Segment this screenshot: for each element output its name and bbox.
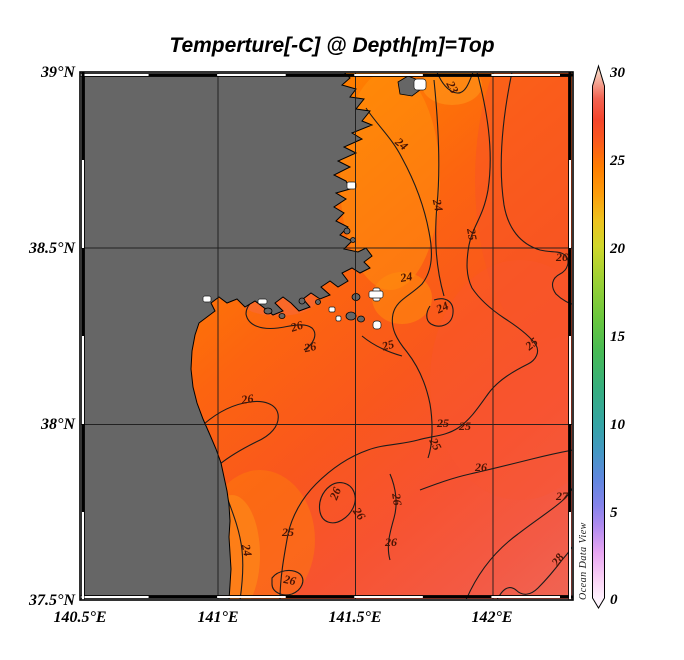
contour-label: 24 <box>433 298 451 316</box>
y-tick-37.5N: 37.5°N <box>28 592 76 609</box>
contour-label: 26 <box>384 535 397 549</box>
colorbar: 30 25 20 15 10 5 0 Ocean Data View <box>578 64 626 609</box>
contour-label: 25 <box>379 337 395 354</box>
x-tick-141E: 141°E <box>197 609 238 626</box>
y-tick-39N: 39°N <box>40 64 76 81</box>
contour-label: 24 <box>398 269 413 285</box>
contour-label: 26 <box>474 460 487 474</box>
contour-label: 25 <box>281 525 294 539</box>
latlon-grid <box>81 73 572 599</box>
colorbar-tick-5: 5 <box>610 505 618 521</box>
contour-label: 26 <box>288 318 305 335</box>
contour-label: 25 <box>458 419 471 433</box>
colorbar-gradient-bar <box>592 64 605 609</box>
colorbar-tick-0: 0 <box>610 592 618 608</box>
y-axis-labels: 39°N 38.5°N 38°N 37.5°N <box>28 64 76 609</box>
contour-label: 26 <box>389 492 405 507</box>
x-tick-141.5E: 141.5°E <box>328 609 381 626</box>
contour-label: 24 <box>430 197 446 213</box>
contour-label: 26 <box>240 391 255 407</box>
no-data-patches <box>202 78 427 330</box>
contour-label: 25 <box>464 226 480 241</box>
map-frame <box>79 71 574 601</box>
contour-label: 26 <box>282 572 298 588</box>
contour-label: 24 <box>239 542 255 558</box>
colorbar-tick-10: 10 <box>610 417 626 433</box>
colorbar-tick-15: 15 <box>610 329 626 345</box>
colorbar-tick-30: 30 <box>609 65 626 81</box>
contour-label: 26 <box>326 485 344 502</box>
land-mass <box>81 73 374 599</box>
contour-label: 25 <box>426 435 444 453</box>
map-plot-area: 23 24 24 25 24 24 26 26 26 25 25 26 25 2… <box>81 73 572 599</box>
y-tick-38N: 38°N <box>40 416 76 433</box>
contour-label: 23 <box>443 78 461 96</box>
contour-label: 27 <box>555 489 569 503</box>
x-axis-labels: 140.5°E 141°E 141.5°E 142°E <box>53 609 512 626</box>
contour-label: 25 <box>436 416 449 430</box>
x-tick-142E: 142°E <box>471 609 512 626</box>
colorbar-tick-20: 20 <box>609 241 626 257</box>
contour-label: 26 <box>555 250 568 264</box>
odv-watermark: Ocean Data View <box>578 522 589 600</box>
colorbar-tick-25: 25 <box>609 153 626 169</box>
contour-label: 26 <box>302 339 318 355</box>
islands <box>263 75 421 323</box>
y-tick-38.5N: 38.5°N <box>28 240 76 257</box>
x-tick-140.5E: 140.5°E <box>53 609 106 626</box>
plot-title: Temperture[-C] @ Depth[m]=Top <box>169 34 494 57</box>
